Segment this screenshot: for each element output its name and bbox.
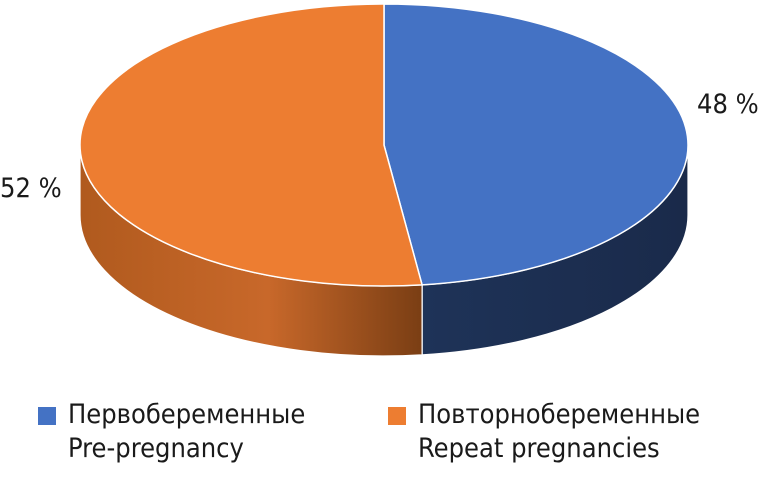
slice-pre-pregnancy	[383, 3, 689, 286]
legend-item-pre-pregnancy: Первобеременные Pre-pregnancy	[38, 398, 305, 466]
slice-repeat-pregnancies	[79, 3, 424, 287]
legend-item-repeat-pregnancies: Повторнобеременные Repeat pregnancies	[388, 398, 700, 466]
legend-label-en: Repeat pregnancies	[418, 433, 660, 464]
slice-label-pre-pregnancy: 48 %	[697, 89, 759, 120]
legend-label-ru: Повторнобеременные	[418, 399, 701, 430]
legend-label: Повторнобеременные Repeat pregnancies	[418, 398, 700, 466]
legend-label-ru: Первобеременные	[68, 399, 306, 430]
legend-label: Первобеременные Pre-pregnancy	[68, 398, 305, 466]
legend-swatch-orange	[388, 407, 406, 425]
legend-label-en: Pre-pregnancy	[68, 433, 244, 464]
legend-swatch-blue	[38, 407, 56, 425]
slice-label-repeat-pregnancies: 52 %	[0, 173, 62, 204]
